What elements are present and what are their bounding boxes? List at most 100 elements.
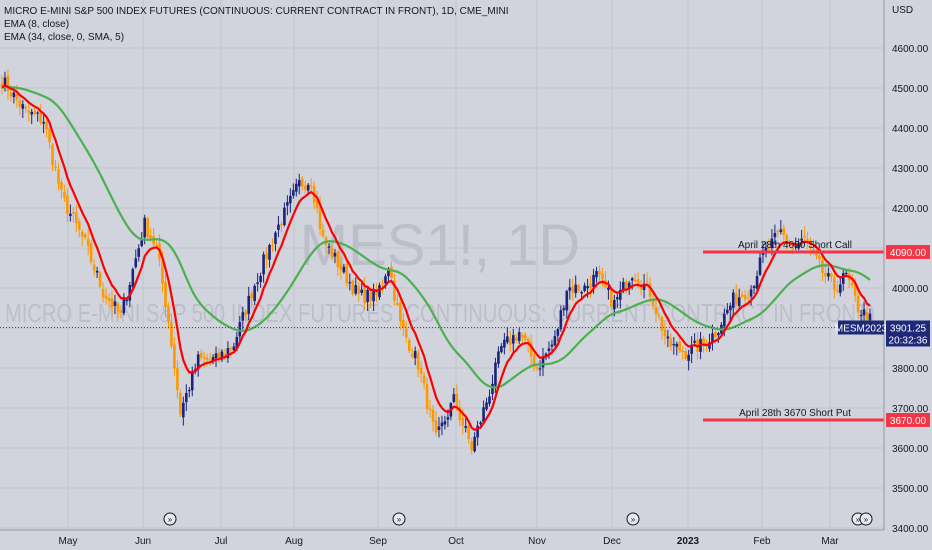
candle-down bbox=[461, 418, 465, 426]
candle-up bbox=[30, 111, 34, 115]
candle-up bbox=[443, 421, 447, 425]
candle-down bbox=[110, 298, 114, 308]
candle-down bbox=[223, 354, 227, 356]
x-tick-label: Dec bbox=[603, 536, 621, 547]
event-marker-icon[interactable] bbox=[859, 512, 873, 526]
candle-down bbox=[265, 253, 268, 259]
candle-down bbox=[529, 342, 533, 357]
candle-down bbox=[63, 192, 66, 198]
y-tick-label: 3600.00 bbox=[892, 444, 929, 455]
candle-up bbox=[378, 285, 381, 298]
candle-up bbox=[182, 402, 185, 418]
candle-down bbox=[836, 289, 839, 292]
candle-up bbox=[21, 104, 25, 109]
event-markers[interactable]: »»»»» bbox=[163, 512, 873, 526]
time-axis-background bbox=[0, 530, 884, 550]
candle-down bbox=[428, 408, 432, 410]
x-tick-label: 2023 bbox=[677, 536, 700, 547]
candle-down bbox=[610, 289, 613, 307]
candle-up bbox=[506, 336, 509, 343]
candle-up bbox=[294, 183, 298, 192]
candle-down bbox=[24, 106, 28, 109]
candle-down bbox=[767, 246, 771, 249]
candle-down bbox=[300, 178, 304, 187]
candle-down bbox=[660, 316, 664, 331]
candle-down bbox=[375, 289, 378, 296]
candle-up bbox=[384, 276, 387, 284]
candle-down bbox=[743, 295, 747, 300]
candle-down bbox=[351, 280, 355, 295]
candle-down bbox=[202, 357, 206, 359]
candle-down bbox=[77, 221, 81, 230]
candle-down bbox=[399, 302, 402, 321]
candle-down bbox=[853, 282, 857, 296]
candle-up bbox=[731, 292, 735, 308]
level-price-box bbox=[886, 245, 930, 259]
candle-up bbox=[621, 281, 625, 291]
candle-up bbox=[479, 422, 482, 424]
candle-down bbox=[455, 393, 459, 410]
candle-up bbox=[630, 278, 634, 281]
candle-down bbox=[416, 352, 420, 370]
candle-up bbox=[140, 240, 144, 246]
candle-down bbox=[833, 277, 836, 291]
y-tick-label: 4300.00 bbox=[892, 164, 929, 175]
candle-down bbox=[75, 211, 78, 224]
candle-down bbox=[176, 368, 179, 391]
event-marker-icon[interactable] bbox=[163, 512, 177, 526]
time-axis[interactable]: May Jun Jul Aug Sep Oct Nov Dec 2023 Feb Mar bbox=[0, 529, 884, 550]
candle-up bbox=[238, 322, 242, 337]
candle-up bbox=[503, 339, 506, 348]
event-marker-arrow-icon: » bbox=[864, 515, 869, 524]
candle-up bbox=[95, 270, 99, 273]
candle-up bbox=[794, 246, 797, 248]
candle-down bbox=[598, 270, 601, 275]
event-marker-icon[interactable] bbox=[392, 512, 406, 526]
candle-up bbox=[286, 202, 289, 206]
candle-up bbox=[616, 297, 619, 300]
candle-up bbox=[619, 289, 622, 300]
candle-down bbox=[161, 259, 164, 284]
candle-up bbox=[841, 273, 845, 284]
candle-down bbox=[824, 272, 827, 277]
candle-up bbox=[214, 353, 218, 359]
candle-up bbox=[342, 266, 346, 273]
candle-up bbox=[773, 232, 777, 238]
candle-up bbox=[12, 92, 16, 97]
watermark-name: MICRO E-MINI S&P 500 INDEX FUTURES (CONT… bbox=[5, 298, 875, 328]
candle-down bbox=[514, 337, 518, 341]
ema-8-legend[interactable]: EMA (8, close) bbox=[4, 19, 70, 30]
candle-down bbox=[404, 328, 408, 338]
candle-down bbox=[523, 334, 527, 340]
candle-down bbox=[577, 285, 580, 292]
candle-up bbox=[488, 396, 491, 404]
axis-unit-label: USD bbox=[892, 5, 913, 16]
candle-up bbox=[580, 292, 583, 294]
level-label: April 28th 3670 Short Put bbox=[739, 408, 851, 419]
candle-up bbox=[797, 242, 800, 249]
y-tick-label: 3400.00 bbox=[892, 524, 929, 535]
level-label: April 28th 4090 Short Call bbox=[738, 240, 852, 251]
candle-up bbox=[752, 286, 756, 289]
ema-8-line[interactable] bbox=[1, 84, 871, 432]
candle-down bbox=[532, 355, 536, 367]
y-tick-label: 3700.00 bbox=[892, 404, 929, 415]
candle-up bbox=[687, 354, 690, 361]
candle-down bbox=[80, 231, 84, 237]
level-price-label: 4090.00 bbox=[890, 248, 927, 259]
candle-down bbox=[330, 248, 334, 258]
candle-up bbox=[262, 254, 265, 275]
candle-up bbox=[568, 287, 572, 291]
candle-down bbox=[410, 353, 414, 357]
candle-up bbox=[511, 335, 515, 344]
price-axis[interactable]: USD 3400.00 3500.00 3600.00 3700.00 3800.00 39… bbox=[835, 0, 932, 550]
candle-down bbox=[791, 247, 795, 250]
candle-down bbox=[146, 218, 149, 237]
candle-up bbox=[354, 285, 358, 294]
ema-34-legend[interactable]: EMA (34, close, 0, SMA, 5) bbox=[4, 32, 125, 43]
y-tick-label: 4400.00 bbox=[892, 124, 929, 135]
event-marker-icon[interactable] bbox=[626, 512, 640, 526]
